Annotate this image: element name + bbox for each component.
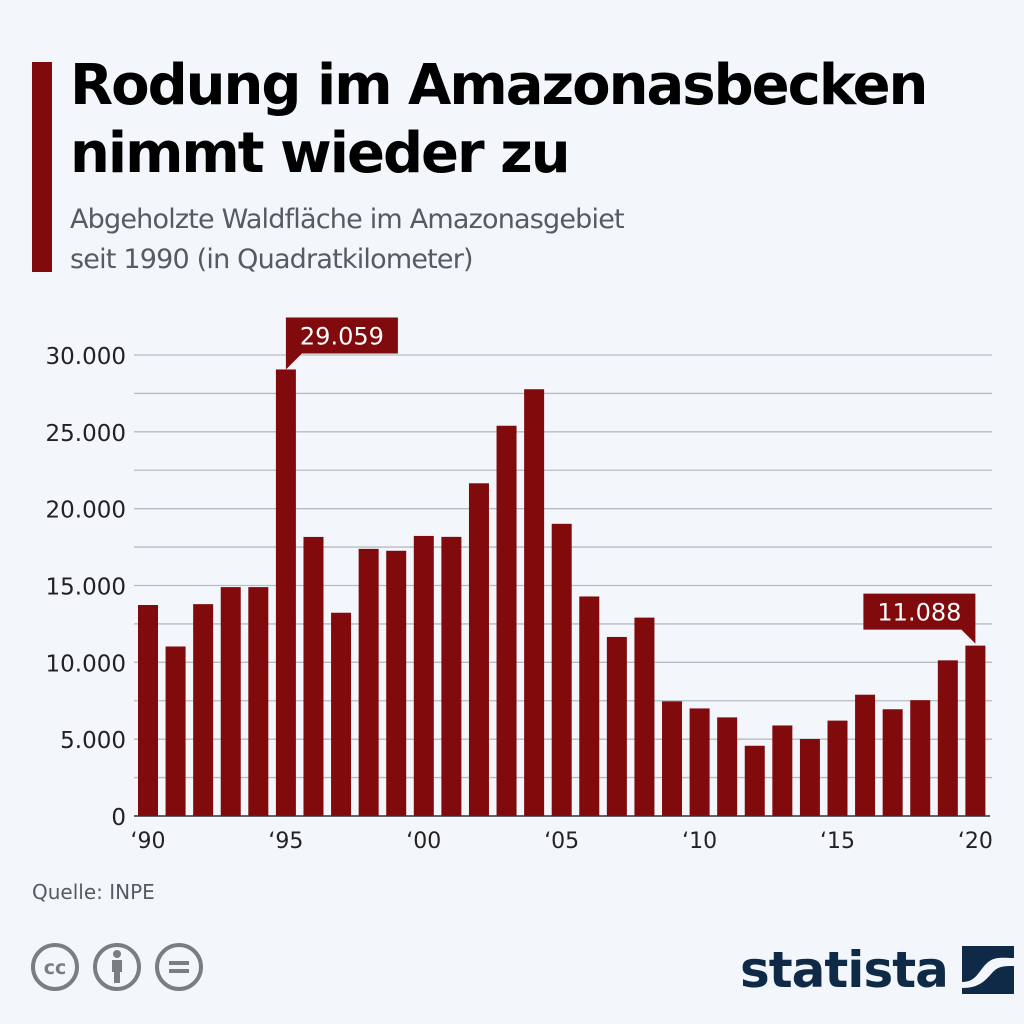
bar-2011 [717, 717, 738, 816]
license-icons: cc [30, 942, 204, 992]
title-line-1: Rodung im Amazonasbecken [70, 53, 928, 118]
callout-box [863, 593, 976, 644]
y-tick-label: 30.000 [46, 344, 126, 370]
y-tick-label: 15.000 [46, 575, 126, 601]
x-tick-label: ‘95 [268, 829, 303, 854]
title-accent-bar [32, 62, 52, 272]
callout-box [285, 317, 398, 370]
bar-2002 [468, 483, 489, 816]
bar-1991 [165, 646, 186, 816]
bar-2001 [441, 536, 462, 816]
no-derivatives-icon[interactable] [154, 942, 204, 992]
bar-2003 [496, 425, 517, 816]
bar-2019 [937, 660, 958, 816]
bar-2006 [579, 596, 600, 816]
source-note: Quelle: INPE [32, 880, 155, 904]
bar-1996 [303, 536, 324, 816]
title-line-2: nimmt wieder zu [70, 121, 571, 186]
bar-2016 [855, 694, 876, 816]
x-tick-label: ‘15 [820, 829, 855, 854]
bar-1998 [358, 548, 379, 816]
logo-text: statista [740, 941, 949, 999]
bar-1992 [193, 604, 214, 816]
bar-2012 [744, 745, 765, 816]
x-tick-label: ‘20 [958, 829, 993, 854]
bar-2010 [689, 708, 710, 816]
y-tick-label: 25.000 [46, 421, 126, 447]
bar-1990 [138, 605, 158, 816]
chart-subtitle: Abgeholzte Waldfläche im Amazonasgebiet … [70, 200, 970, 280]
bar-2000 [413, 535, 434, 816]
chart-title: Rodung im Amazonasbecken nimmt wieder zu [70, 52, 1010, 188]
callout-label: 11.088 [877, 599, 961, 627]
y-tick-label: 0 [111, 805, 126, 831]
statista-logo[interactable]: statista [740, 940, 1014, 1000]
bar-2014 [799, 738, 820, 816]
x-tick-label: ‘05 [544, 829, 579, 854]
bar-2015 [827, 720, 848, 816]
x-tick-label: ‘90 [131, 829, 166, 854]
bar-2018 [910, 700, 931, 816]
bar-2013 [772, 725, 793, 816]
bar-2005 [551, 523, 572, 816]
bar-1995 [275, 369, 296, 816]
bar-1994 [248, 587, 269, 816]
x-tick-label: ‘00 [406, 829, 441, 854]
y-tick-label: 5.000 [60, 728, 126, 754]
bar-1993 [220, 587, 241, 816]
bar-2017 [882, 709, 903, 816]
bar-1997 [331, 612, 352, 816]
bar-chart: 0 5.000 10.000 15.000 20.000 25.000 30.000 ‘90 ‘… [46, 317, 993, 854]
subtitle-line-2: seit 1990 (in Quadratkilometer) [70, 244, 474, 275]
x-tick-label: ‘10 [682, 829, 717, 854]
attribution-icon[interactable] [92, 942, 142, 992]
bar-2009 [662, 701, 683, 816]
bar-2007 [606, 636, 627, 816]
svg-text:cc: cc [44, 957, 67, 979]
callout-label: 29.059 [300, 322, 384, 350]
y-tick-label: 10.000 [46, 651, 126, 677]
bar-2004 [524, 389, 545, 816]
y-tick-label: 20.000 [46, 498, 126, 524]
bar-2008 [634, 617, 655, 816]
statista-wave-icon [961, 946, 1014, 994]
cc-icon[interactable]: cc [30, 942, 80, 992]
subtitle-line-1: Abgeholzte Waldfläche im Amazonasgebiet [70, 204, 625, 235]
bar-2020 [965, 645, 986, 816]
bar-1999 [386, 550, 407, 816]
